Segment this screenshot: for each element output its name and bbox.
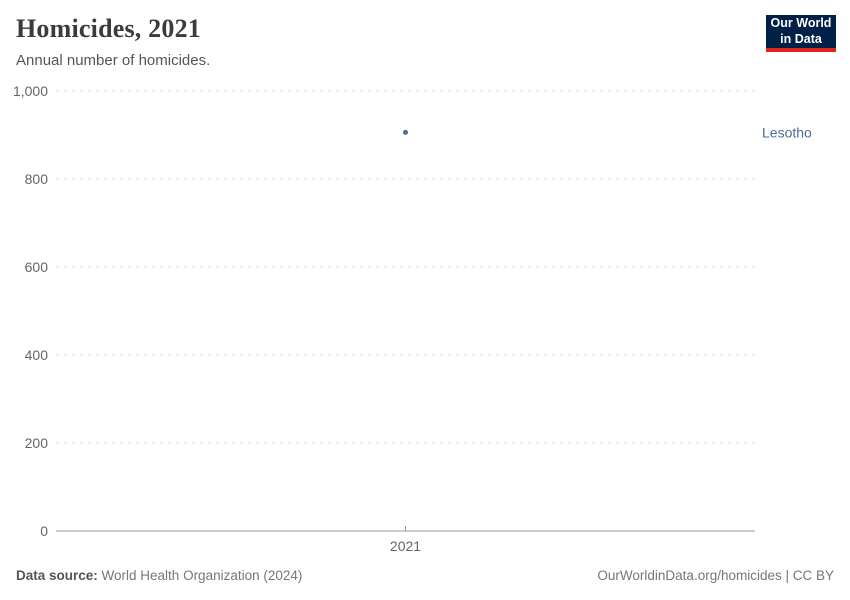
y-axis-tick-label: 600 [25, 259, 49, 275]
data-source-value: World Health Organization (2024) [97, 568, 303, 583]
logo-line-2: in Data [780, 31, 822, 46]
series-label[interactable]: Lesotho [762, 124, 812, 140]
data-point[interactable] [403, 129, 408, 135]
y-axis-tick-label: 0 [40, 523, 48, 539]
data-source-note: Data source: World Health Organization (… [16, 568, 302, 583]
y-axis-tick-label: 1,000 [13, 83, 48, 99]
chart-footer: Data source: World Health Organization (… [16, 568, 834, 583]
y-axis-tick-label: 800 [25, 171, 49, 187]
y-axis-tick-label: 200 [25, 435, 49, 451]
chart-subtitle: Annual number of homicides. [16, 52, 211, 69]
x-axis-tick-label: 2021 [390, 538, 421, 554]
y-axis-tick-label: 400 [25, 347, 49, 363]
chart-title: Homicides, 2021 [16, 14, 201, 43]
footer-citation-link[interactable]: OurWorldinData.org/homicides | CC BY [597, 568, 834, 583]
data-source-label: Data source: [16, 568, 98, 583]
owid-logo: Our World in Data [766, 15, 836, 52]
logo-line-1: Our World [770, 16, 832, 31]
